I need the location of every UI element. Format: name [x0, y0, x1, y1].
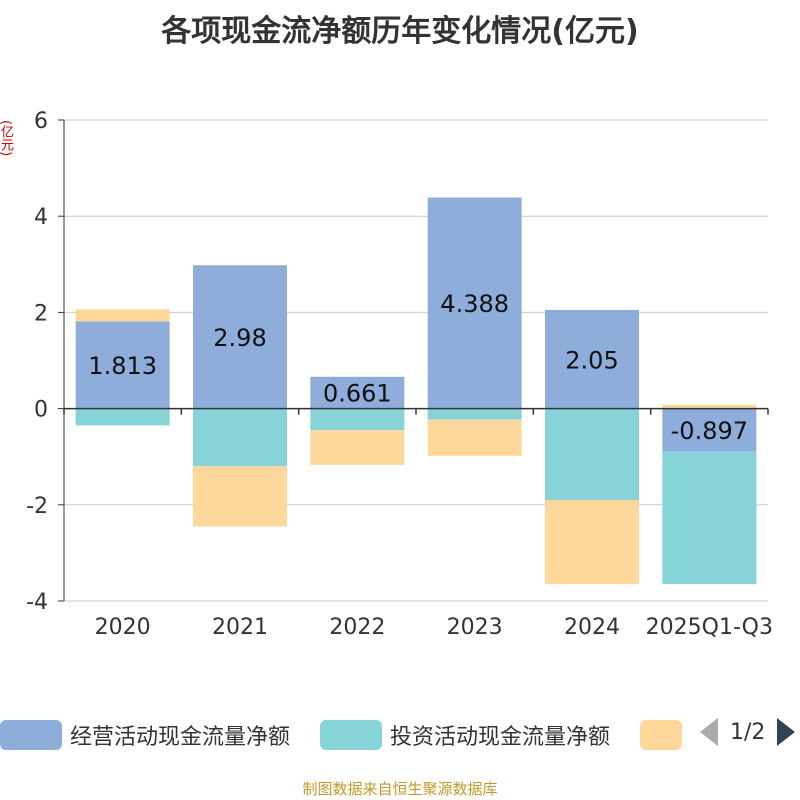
- legend-label-operating: 经营活动现金流量净额: [70, 725, 291, 750]
- bar-operating-2022: [310, 376, 405, 409]
- data-label-operating-2022: 0.661: [323, 380, 392, 408]
- bar-investing-2021: [193, 408, 287, 467]
- legend-pager: 1/2: [700, 718, 796, 746]
- y-tick-label: -2: [26, 494, 48, 519]
- bar-investing-2025Q1-Q3: [662, 451, 757, 585]
- bar-operating-2024: [545, 309, 639, 409]
- pager-text: 1/2: [730, 719, 766, 745]
- legend-swatch-investing: [320, 720, 382, 750]
- bar-investing-2022: [310, 408, 405, 431]
- y-tick-label: 2: [34, 301, 48, 326]
- data-label-operating-2025Q1-Q3: -0.897: [671, 417, 748, 445]
- bar-financing-2020: [75, 309, 170, 322]
- bar-chart: -4 -2 0 2 4 6 1.813 2.98 0.661 4.388 2.05 -0.897 202…: [26, 109, 773, 640]
- legend-label-investing: 投资活动现金流量净额: [390, 725, 611, 750]
- x-tick-label: 2025Q1-Q3: [646, 615, 773, 640]
- x-tick-label: 2021: [212, 615, 268, 640]
- y-tick-label: 4: [34, 205, 48, 230]
- legend: 经营活动现金流量净额 投资活动现金流量净额 1/2: [0, 714, 800, 754]
- legend-swatch-financing: [640, 720, 682, 750]
- legend-swatch-operating: [0, 720, 62, 750]
- pager-prev-icon[interactable]: [700, 718, 718, 746]
- bar-financing-2023: [427, 419, 522, 456]
- bar-financing-2024: [545, 499, 639, 585]
- bar-investing-2024: [545, 408, 639, 500]
- data-label-operating-2020: 1.813: [88, 352, 157, 380]
- bar-investing-2023: [427, 408, 522, 420]
- bar-operating-2021: [193, 265, 287, 409]
- legend-item-financing[interactable]: [640, 720, 682, 750]
- bar-operating-2020: [75, 321, 170, 409]
- x-tick-label: 2024: [564, 615, 620, 640]
- chart-title: 各项现金流净额历年变化情况(亿元): [161, 14, 639, 49]
- bar-financing-2025Q1-Q3: [662, 404, 757, 409]
- x-tick-label: 2022: [329, 615, 385, 640]
- pager-next-icon[interactable]: [777, 718, 796, 746]
- x-tick-label: 2020: [95, 615, 151, 640]
- bar-financing-2021: [193, 466, 287, 527]
- x-tick-label: 2023: [447, 615, 503, 640]
- data-source-note: 制图数据来自恒生聚源数据库: [302, 780, 498, 798]
- y-axis-unit-label: (亿元): [0, 120, 13, 157]
- legend-item-investing[interactable]: 投资活动现金流量净额: [320, 720, 610, 750]
- y-tick-label: 6: [34, 109, 48, 134]
- data-label-operating-2024: 2.05: [565, 346, 618, 374]
- bar-investing-2020: [75, 408, 170, 426]
- legend-item-operating[interactable]: 经营活动现金流量净额: [0, 720, 290, 750]
- data-label-operating-2021: 2.98: [213, 324, 266, 352]
- bar-financing-2022: [310, 430, 405, 465]
- data-label-operating-2023: 4.388: [440, 290, 509, 318]
- bar-operating-2025Q1-Q3: [662, 408, 757, 452]
- y-tick-label: 0: [34, 398, 48, 423]
- bar-operating-2023: [427, 197, 522, 409]
- y-tick-label: -4: [26, 590, 48, 615]
